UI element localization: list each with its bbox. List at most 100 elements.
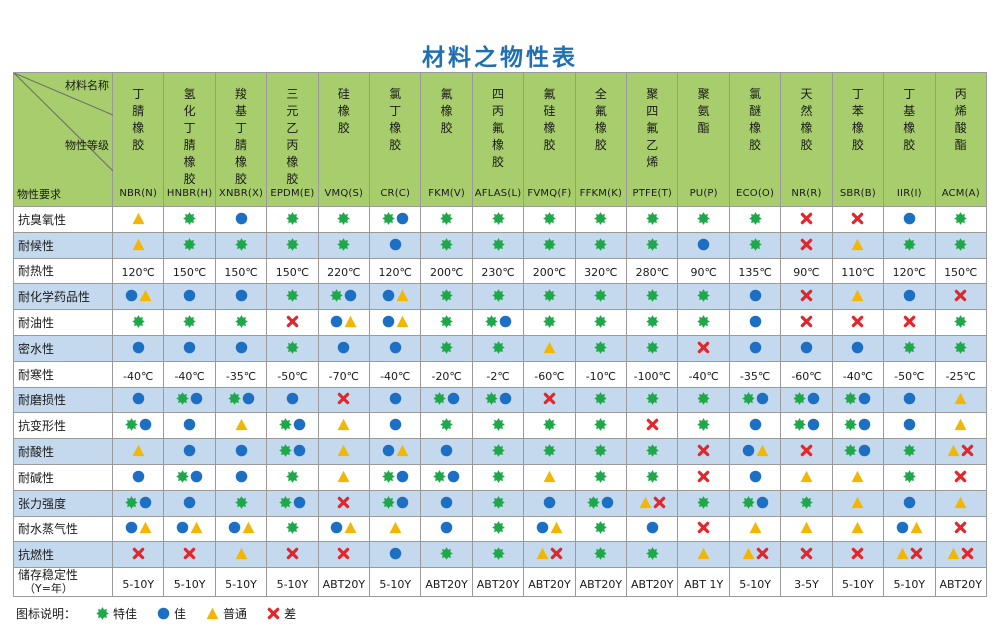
table-cell [111, 438, 165, 465]
table-cell [214, 334, 268, 362]
table-cell [523, 438, 576, 465]
rating-symbols [235, 289, 248, 302]
rating-symbols [235, 341, 248, 354]
good-circle-icon [190, 393, 203, 405]
table-cell [369, 334, 422, 362]
excellent-star-icon [176, 470, 189, 483]
table-cell [420, 412, 473, 440]
rating-symbols [491, 444, 505, 457]
good-circle-icon [183, 496, 196, 508]
cell-value: -60℃ [791, 369, 822, 383]
good-circle-icon [139, 419, 151, 431]
rating-symbols [903, 496, 916, 509]
table-cell [317, 489, 371, 517]
cell-value: 90℃ [690, 266, 717, 280]
table-cell [677, 386, 730, 414]
excellent-star-icon [279, 418, 292, 432]
table-cell [780, 386, 833, 414]
cell-value: 280℃ [635, 266, 669, 280]
rating-symbols [645, 341, 659, 354]
corner-diagonals [14, 73, 113, 172]
rating-symbols [183, 547, 196, 560]
fair-triangle-icon [954, 496, 967, 508]
rating-symbols [440, 547, 453, 561]
cell-value: -60℃ [534, 369, 565, 383]
rating-symbols [330, 289, 357, 303]
excellent-star-icon [844, 444, 858, 457]
good-circle-icon [389, 547, 401, 560]
rating-symbols [491, 237, 505, 251]
rating-symbols [645, 444, 659, 457]
rating-symbols [543, 237, 556, 251]
fair-triangle-icon [242, 522, 254, 534]
good-circle-icon [749, 315, 761, 328]
cell-value: ABT20Y [322, 577, 366, 591]
table-cell [883, 309, 936, 336]
rating-symbols [697, 238, 710, 251]
cell-value: ABT20Y [476, 577, 520, 591]
table-cell [934, 283, 987, 311]
rating-symbols [440, 315, 453, 328]
table-cell [317, 541, 371, 569]
rating-symbols [132, 341, 145, 354]
table-cell [163, 231, 216, 259]
table-cell: 3-5Y [780, 567, 833, 598]
table-cell [163, 489, 216, 517]
table-cell [728, 386, 782, 414]
fair-triangle-icon [132, 212, 145, 224]
excellent-star-icon [594, 547, 608, 561]
table-cell [471, 283, 525, 311]
table-cell [163, 412, 216, 440]
excellent-star-icon [183, 315, 196, 328]
fair-triangle-icon [749, 522, 762, 534]
good-circle-icon [242, 393, 254, 405]
rating-symbols [381, 495, 409, 509]
table-cell: ABT 1Y [677, 567, 730, 598]
header-row: 材料名称 物性等级 物性要求 丁腈橡胶 NBR(N) 氢化丁腈橡胶 HNBR(H) 羧基… [13, 72, 987, 207]
excellent-star-icon [234, 237, 248, 251]
excellent-star-icon [844, 418, 858, 432]
material-header-cell: 聚四氟乙烯 PTFE(T) [626, 72, 679, 207]
table-cell: 5-10Y [214, 567, 268, 598]
table-cell: -25℃ [934, 360, 987, 388]
poor-x-icon [852, 315, 864, 328]
excellent-star-icon [594, 237, 608, 251]
table-cell [214, 438, 268, 465]
material-header-cell: 氟橡胶 FKM(V) [420, 72, 473, 207]
good-circle-icon [396, 212, 408, 225]
rating-symbols [749, 470, 762, 483]
table-row: 抗变形性 [13, 412, 987, 440]
poor-x-icon [653, 496, 666, 508]
material-code: NR(R) [791, 188, 822, 199]
fair-triangle-icon [344, 315, 357, 328]
table-row: 耐热性 120℃ 150℃ 150℃ 150℃ 220℃ 120℃ 200℃ 230℃ 200℃ 3… [13, 257, 987, 285]
table-cell [626, 515, 679, 543]
rating-symbols [433, 392, 460, 406]
table-cell [266, 309, 319, 336]
material-code: CR(C) [380, 188, 411, 199]
fair-triangle-icon [337, 419, 350, 431]
good-circle-icon [293, 419, 306, 431]
excellent-star-icon [491, 521, 505, 535]
fair-triangle-icon [389, 522, 402, 534]
cell-value: 5-10Y [122, 577, 155, 591]
poor-x-icon [954, 470, 967, 483]
table-cell: ABT20Y [574, 567, 628, 598]
material-code: PTFE(T) [632, 188, 673, 199]
rating-symbols [382, 444, 409, 457]
cell-value: -40℃ [380, 369, 411, 383]
rating-symbols [389, 521, 402, 534]
excellent-star-icon [645, 315, 659, 328]
fair-triangle-icon [337, 444, 350, 457]
poor-x-icon [852, 212, 864, 225]
rating-symbols [337, 547, 350, 560]
table-cell [728, 283, 782, 311]
rating-symbols [132, 470, 145, 483]
rating-symbols [749, 341, 762, 354]
rating-symbols [381, 212, 409, 225]
excellent-star-icon [440, 289, 453, 303]
good-circle-icon [183, 341, 196, 354]
table-cell [163, 386, 216, 414]
table-cell [831, 412, 885, 440]
legend-item-label: 差 [284, 606, 297, 621]
